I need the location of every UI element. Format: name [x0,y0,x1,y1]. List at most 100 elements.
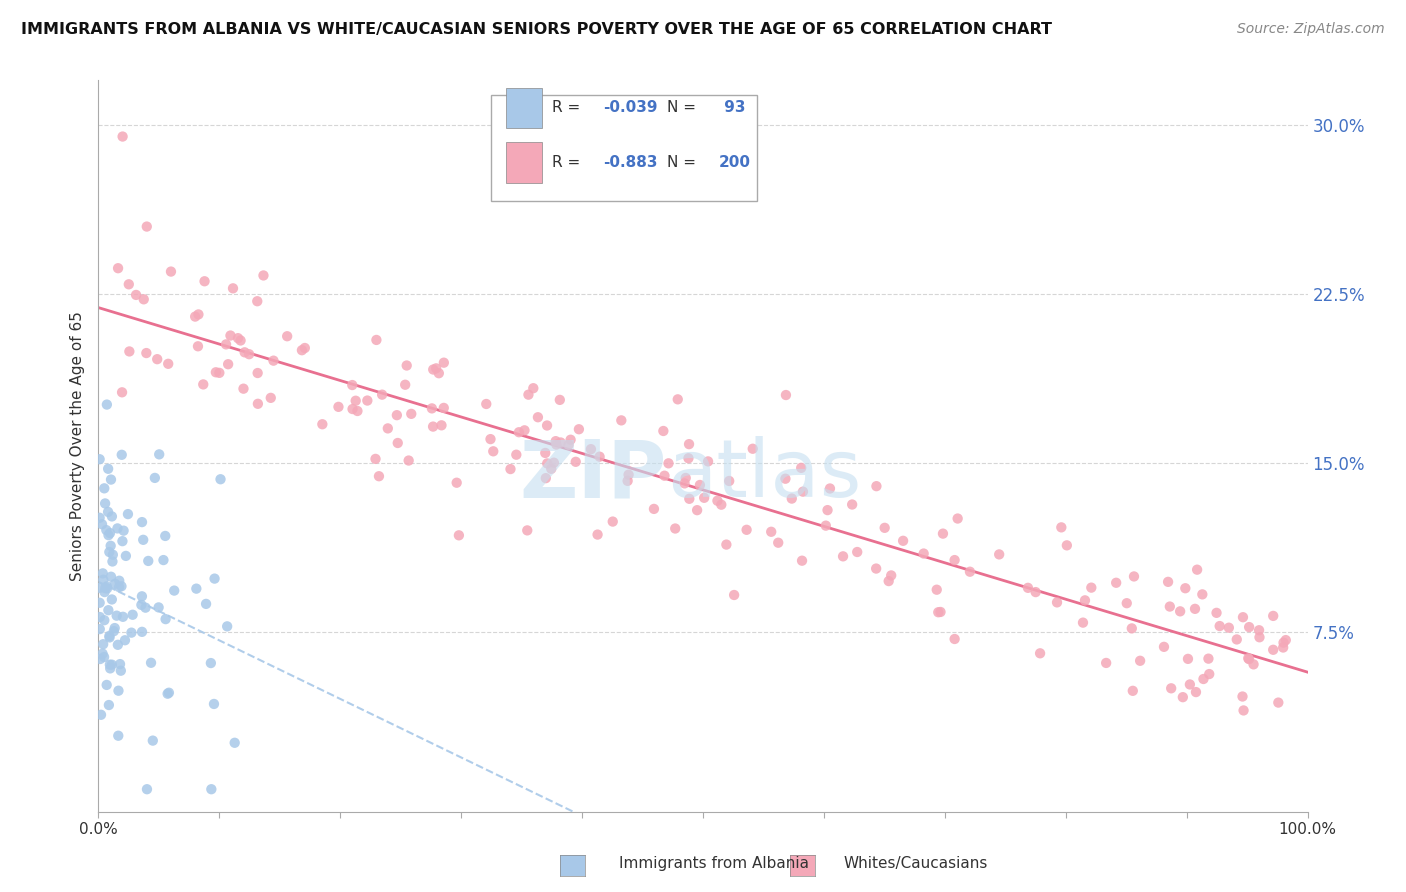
Point [832,549,855,564]
Text: Whites/Caucasians: Whites/Caucasians [844,856,988,871]
Point [204,572,226,586]
Point [163,583,186,598]
Point [1074,593,1097,607]
Point [233,345,256,359]
Point [125,288,148,302]
Point [710,498,733,512]
Point [356,393,378,408]
Point [229,334,252,348]
Point [328,400,350,414]
Point [252,268,274,283]
Point [735,523,758,537]
Point [718,474,741,488]
Point [527,410,550,425]
Text: 200: 200 [718,155,751,170]
Point [98,631,121,645]
FancyBboxPatch shape [506,87,543,128]
Point [115,549,138,563]
Point [121,607,143,622]
Point [107,638,129,652]
Point [768,535,790,549]
Point [1198,667,1220,681]
Point [586,527,609,541]
Point [104,576,127,591]
Point [148,447,170,461]
Point [157,357,180,371]
Point [1272,635,1295,649]
Point [1160,681,1182,696]
Point [1050,520,1073,534]
Text: IMMIGRANTS FROM ALBANIA VS WHITE/CAUCASIAN SENIORS POVERTY OVER THE AGE OF 65 CO: IMMIGRANTS FROM ALBANIA VS WHITE/CAUCASI… [21,22,1052,37]
Point [433,401,456,415]
Point [148,600,170,615]
Point [142,733,165,747]
Point [550,435,572,450]
Text: -0.039: -0.039 [603,100,657,115]
Point [395,359,418,373]
Point [1184,602,1206,616]
Point [1017,581,1039,595]
Point [135,346,157,360]
Point [377,421,399,435]
Point [346,404,368,418]
Point [446,475,468,490]
Point [1185,685,1208,699]
Point [959,565,981,579]
Point [291,343,314,358]
Point [664,522,686,536]
Point [276,329,298,343]
Point [152,553,174,567]
Point [387,436,409,450]
Point [1237,652,1260,666]
Point [111,609,134,624]
Point [706,493,728,508]
Point [877,574,900,588]
Point [643,502,665,516]
Point [98,629,121,643]
Point [548,392,571,407]
Point [101,657,124,672]
Point [98,661,121,675]
Point [146,352,169,367]
Point [246,397,269,411]
Point [678,491,700,506]
Point [101,554,124,568]
Point [215,337,238,351]
Point [131,515,153,529]
Point [89,622,111,636]
Point [131,598,153,612]
Point [89,652,111,666]
Point [1232,690,1254,704]
Point [1056,538,1078,552]
Point [792,484,814,499]
Point [398,453,420,467]
Point [187,307,209,321]
Point [101,592,124,607]
Point [814,518,837,533]
Point [89,452,111,467]
Point [1178,677,1201,691]
Point [155,612,177,626]
Point [98,657,121,672]
Point [184,310,207,324]
Point [195,597,218,611]
Point [1177,652,1199,666]
Point [238,347,260,361]
Point [475,397,498,411]
Point [588,450,610,464]
Point [1218,621,1240,635]
Point [96,582,118,596]
Point [224,736,246,750]
Point [89,581,111,595]
Point [108,574,131,588]
Point [364,451,387,466]
Point [94,581,117,595]
Point [107,729,129,743]
Point [678,451,700,466]
Point [925,582,948,597]
Point [818,482,841,496]
Point [89,596,111,610]
Point [666,392,689,407]
Point [479,432,502,446]
Point [1129,654,1152,668]
